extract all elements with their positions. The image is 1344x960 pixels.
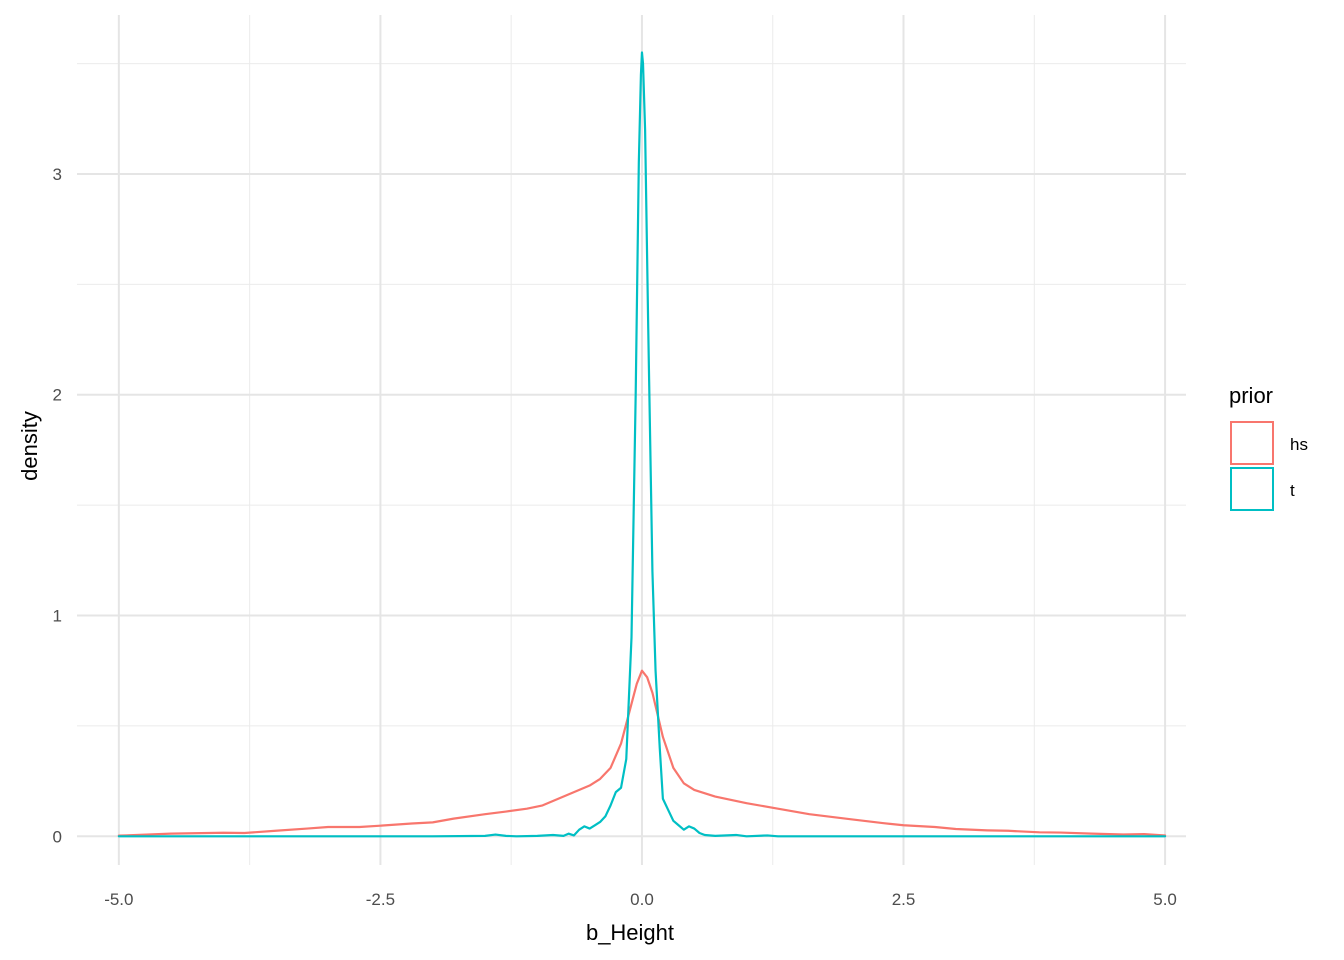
legend: prior hs t [1229,383,1308,511]
legend-key-t [1230,467,1274,511]
x-tick-label: 2.5 [892,890,916,909]
legend-items: hs t [1230,421,1308,511]
series-lines [117,51,1167,838]
x-tick-label: -2.5 [366,890,395,909]
x-tick-label: 5.0 [1153,890,1177,909]
x-tick-label: -5.0 [104,890,133,909]
x-axis-tick-labels: -5.0 -2.5 0.0 2.5 5.0 [104,890,1177,909]
y-tick-label: 0 [53,827,62,846]
major-gridlines [77,15,1186,865]
x-tick-label: 0.0 [630,890,654,909]
series-line-hs [117,669,1167,837]
y-tick-label: 3 [53,165,62,184]
y-tick-label: 1 [53,607,62,626]
legend-label-t: t [1290,481,1295,500]
legend-key-hs [1230,421,1274,465]
y-tick-label: 2 [53,386,62,405]
x-axis-title: b_Height [586,920,674,945]
series-line-t [117,51,1167,838]
minor-gridlines [77,15,1186,865]
y-axis-title: density [17,411,42,481]
legend-title: prior [1229,383,1273,408]
legend-label-hs: hs [1290,435,1308,454]
y-axis-tick-labels: 0 1 2 3 [53,165,62,846]
